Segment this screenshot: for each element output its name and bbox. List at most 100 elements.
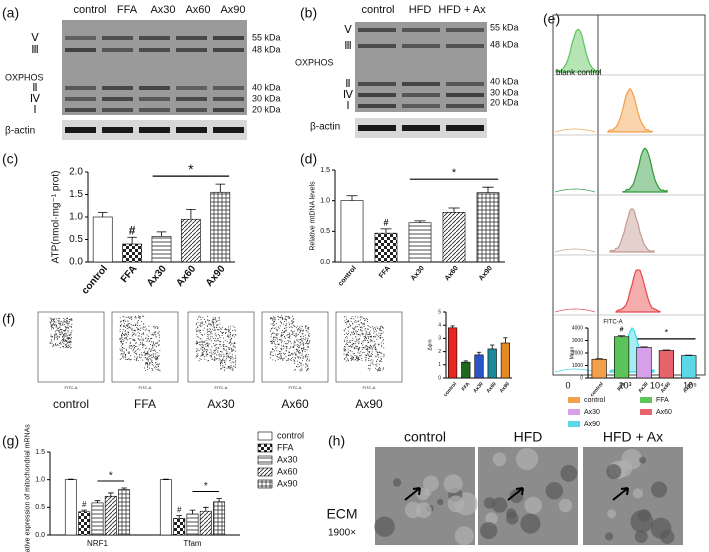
scatter-sample: Ax60 (281, 397, 309, 411)
scatter-dot (365, 328, 367, 330)
scatter-dot (214, 322, 216, 324)
scatter-dot (277, 318, 279, 320)
scatter-dot (226, 367, 228, 369)
scatter-dot (303, 343, 305, 345)
x-tick-label: control (80, 263, 110, 296)
scatter-dot (214, 338, 216, 340)
scatter-dot (207, 349, 209, 351)
organelle (560, 464, 578, 482)
band-label: Ⅳ (343, 89, 354, 101)
scatter-dot (366, 346, 368, 348)
scatter-dot (348, 340, 350, 342)
scatter-dot (64, 339, 66, 341)
scatter-dot (155, 356, 157, 358)
scatter-dot (205, 351, 207, 353)
scatter-dot (374, 335, 376, 337)
scatter-dot (229, 329, 231, 331)
scatter-dot (363, 340, 365, 342)
band (65, 97, 96, 101)
y-tick-label: 0.5 (69, 234, 83, 245)
lane-label: HFD (409, 4, 432, 16)
scatter-dot (132, 344, 134, 346)
scatter-dot (356, 338, 358, 340)
scatter-dot (225, 327, 227, 329)
lane-label: FFA (117, 4, 138, 16)
y-tick-label: 0 (438, 375, 441, 381)
bar (91, 502, 104, 536)
scatter-dot (274, 318, 276, 320)
scatter-dot (307, 358, 309, 360)
scatter-xlabel: FITC-A (363, 385, 376, 390)
scatter-dot (158, 340, 160, 342)
scatter-dot (136, 326, 138, 328)
scatter-dot (227, 328, 229, 330)
scatter-dot (152, 346, 154, 348)
scatter-dot (304, 326, 306, 328)
scatter-dot (343, 349, 345, 351)
scatter-dot (367, 352, 369, 354)
bar (408, 222, 432, 263)
scatter-dot (134, 356, 136, 358)
scatter-dot (54, 331, 56, 333)
scatter-dot (293, 325, 295, 327)
scatter-dot (274, 333, 276, 335)
scatter-dot (369, 369, 371, 371)
scatter-dot (221, 359, 223, 361)
scatter-dot (147, 357, 149, 359)
scatter-dot (305, 349, 307, 351)
scatter-dot (231, 350, 233, 352)
scatter-dot (354, 341, 356, 343)
scatter-dot (136, 329, 138, 331)
error-bar (156, 231, 167, 237)
scatter-dot (221, 358, 223, 360)
scatter-xlabel: FITC-A (65, 385, 78, 390)
scatter-dot (234, 365, 236, 367)
scatter-dot (378, 343, 380, 345)
scatter-dot (297, 363, 299, 365)
scatter-dot (54, 333, 56, 335)
scatter-dot (375, 348, 377, 350)
scatter-dot (140, 342, 142, 344)
scatter-dot (152, 334, 154, 336)
band (102, 127, 133, 133)
scatter-dot (158, 344, 160, 346)
scatter-dot (368, 346, 370, 348)
scatter-dot (293, 344, 295, 346)
x-tick-label: FFA (378, 265, 392, 280)
bar (159, 479, 172, 536)
scatter-dot (146, 364, 148, 366)
scatter-dot (222, 344, 224, 346)
scatter-dot (280, 356, 282, 358)
scatter-dot (219, 323, 221, 325)
scatter-dot (271, 342, 273, 344)
x-tick-label: Ax30 (637, 381, 649, 394)
scatter-dot (230, 362, 232, 364)
scatter-dot (55, 329, 57, 331)
scatter-dot (301, 333, 303, 335)
scatter-dot (378, 332, 380, 334)
x-tick-label: Ax60 (444, 265, 460, 282)
scatter-dot (151, 361, 153, 363)
scatter-dot (198, 344, 200, 346)
panel-label: (a) (2, 5, 19, 21)
blot-label: OXPHOS (5, 72, 44, 82)
scatter-dot (224, 361, 226, 363)
scatter-dot (298, 339, 300, 341)
scatter-dot (150, 337, 152, 339)
scatter-dot (67, 331, 69, 333)
scatter-dot (206, 338, 208, 340)
scatter-dot (141, 327, 143, 329)
band (65, 108, 96, 112)
scatter-dot (358, 320, 360, 322)
scatter-dot (155, 345, 157, 347)
scatter-dot (197, 349, 199, 351)
scatter-dot (355, 316, 357, 318)
scatter-dot (226, 345, 228, 347)
scatter-dot (304, 354, 306, 356)
scatter-dot (131, 328, 133, 330)
scatter-dot (128, 327, 130, 329)
y-tick-label: 1.0 (320, 198, 330, 205)
scatter-dot (357, 329, 359, 331)
scatter-dot (286, 347, 288, 349)
scatter-dot (131, 327, 133, 329)
